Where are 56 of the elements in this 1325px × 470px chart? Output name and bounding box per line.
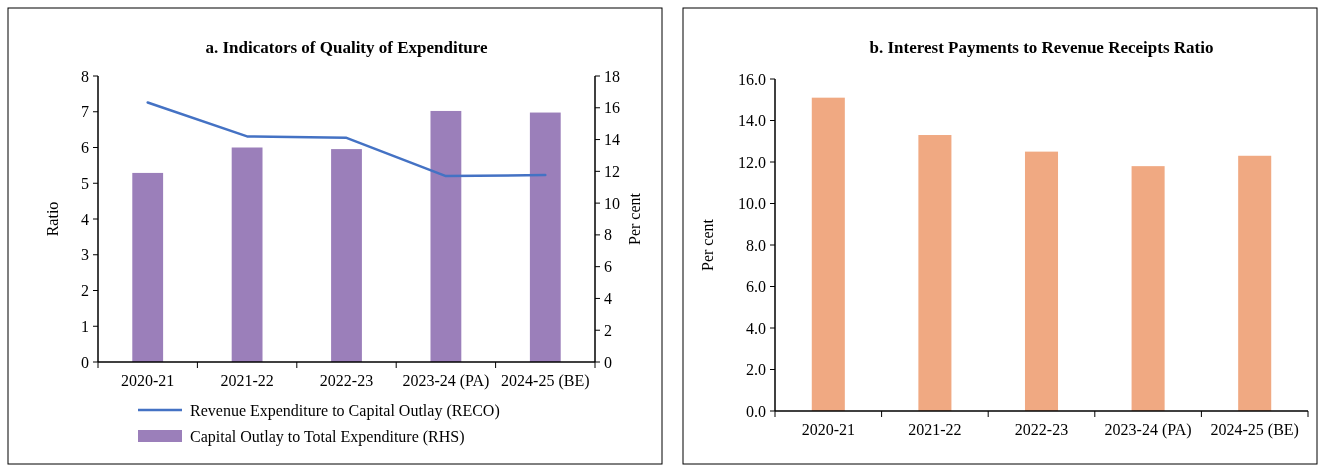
y2-tick-label: 10 (604, 194, 620, 212)
chart-title: b. Interest Payments to Revenue Receipts Ratio (869, 38, 1214, 57)
bar (231, 147, 263, 362)
y-tick-label: 0.0 (746, 402, 766, 420)
y2-tick-label: 18 (604, 67, 620, 85)
y-tick-label: 12.0 (738, 153, 766, 171)
bar (430, 110, 462, 362)
y-tick-label: 1 (81, 317, 89, 335)
y2-tick-label: 4 (604, 290, 612, 308)
y-tick-label: 10.0 (738, 195, 766, 213)
y2-tick-label: 14 (604, 131, 620, 149)
y-tick-label: 8 (81, 67, 89, 85)
x-tick-label: 2022-23 (319, 372, 374, 389)
x-tick-label: 2021-22 (220, 372, 274, 389)
y-tick-label: 4.0 (746, 319, 766, 337)
bar (918, 135, 952, 411)
x-tick-label: 2021-22 (908, 421, 962, 438)
y2-tick-label: 6 (604, 258, 612, 276)
y2-tick-label: 2 (604, 321, 612, 339)
y-tick-label: 7 (81, 103, 89, 121)
x-tick-label: 2023-24 (PA) (1104, 421, 1192, 439)
bar (1238, 155, 1272, 411)
y2-axis-title: Per cent (626, 192, 643, 245)
y-tick-label: 6 (81, 139, 89, 157)
y-tick-label: 2.0 (746, 361, 766, 379)
y2-tick-label: 0 (604, 353, 612, 371)
chart-title: a. Indicators of Quality of Expenditure (205, 38, 488, 57)
x-tick-label: 2023-24 (PA) (402, 372, 490, 390)
bar (529, 112, 561, 362)
y-tick-label: 3 (81, 246, 89, 264)
legend-label: Capital Outlay to Total Expenditure (RHS) (190, 427, 465, 446)
x-tick-label: 2024-25 (BE) (501, 372, 590, 390)
bar (132, 172, 164, 362)
y-tick-label: 8.0 (746, 236, 766, 254)
x-tick-label: 2024-25 (BE) (1210, 421, 1299, 439)
line-series (146, 101, 547, 178)
y2-tick-label: 8 (604, 226, 612, 244)
y-axis-title: Ratio (44, 201, 61, 237)
bar (1131, 166, 1165, 411)
y2-tick-label: 16 (604, 99, 620, 117)
y2-tick-label: 12 (604, 162, 620, 180)
y-tick-label: 0 (81, 353, 89, 371)
y-tick-label: 4 (81, 210, 89, 228)
x-tick-label: 2020-21 (121, 372, 175, 389)
legend-label: Revenue Expenditure to Capital Outlay (RECO) (190, 401, 500, 420)
y-tick-label: 14.0 (738, 112, 766, 130)
y-tick-label: 6.0 (746, 278, 766, 296)
bar (331, 149, 362, 362)
y-tick-label: 2 (81, 282, 89, 300)
y-tick-label: 5 (81, 174, 89, 192)
x-tick-label: 2020-21 (801, 421, 855, 438)
x-tick-label: 2022-23 (1014, 421, 1069, 438)
y-tick-label: 16.0 (738, 70, 766, 88)
bar (811, 97, 845, 411)
bar (1024, 151, 1059, 411)
y-axis-title: Per cent (699, 218, 716, 271)
